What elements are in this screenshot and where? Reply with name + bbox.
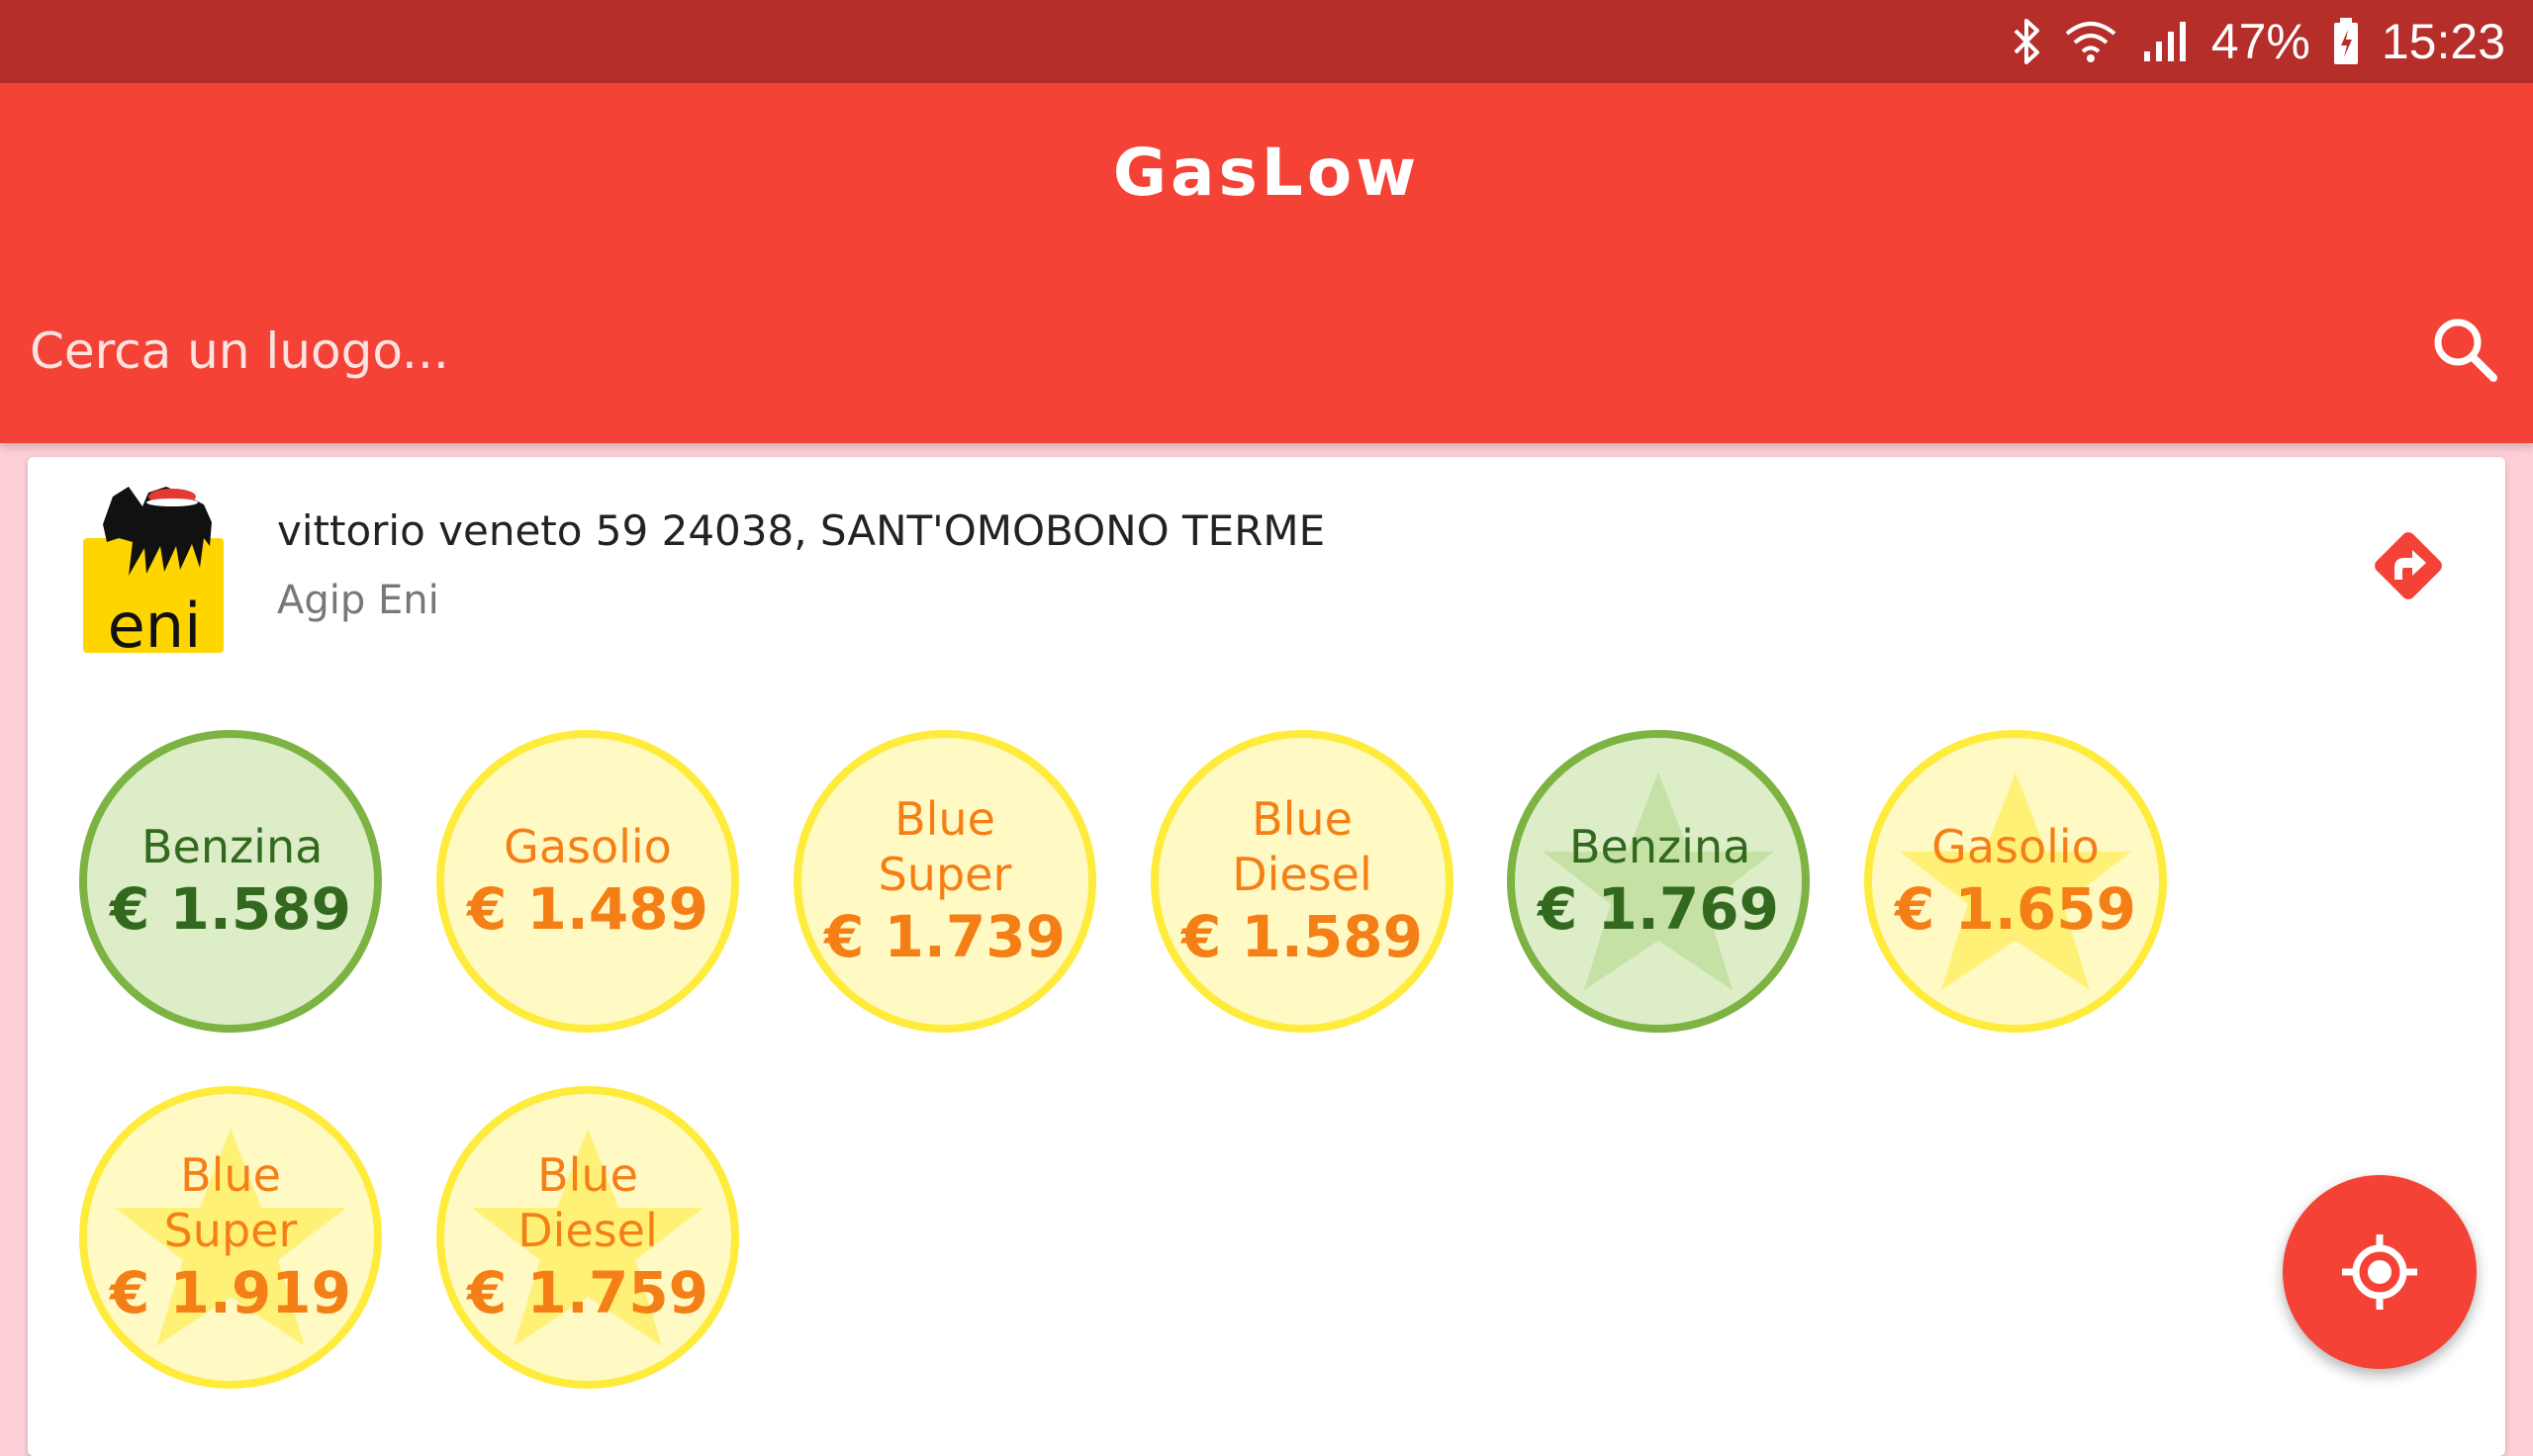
battery-icon <box>2333 18 2358 64</box>
price-badge[interactable]: Gasolio € 1.659 <box>1864 730 2167 1033</box>
search-input[interactable] <box>28 301 2377 402</box>
app-title: GasLow <box>1112 135 1421 211</box>
fuel-price: € 1.589 <box>1180 903 1423 970</box>
fuel-type: Benzina <box>141 820 324 873</box>
star-icon <box>472 1129 704 1346</box>
fuel-price: € 1.659 <box>1894 875 2136 943</box>
battery-percent: 47% <box>2210 14 2310 69</box>
clock: 15:23 <box>2381 14 2505 69</box>
app-bar: GasLow <box>0 83 2533 443</box>
star-icon <box>115 1129 346 1346</box>
signal-icon <box>2143 22 2186 61</box>
search-button[interactable] <box>2426 311 2505 390</box>
my-location-icon <box>2342 1234 2417 1310</box>
eni-logo: eni <box>83 487 224 655</box>
fuel-type: Blue Diesel <box>1232 792 1372 901</box>
fuel-price: € 1.489 <box>466 875 708 943</box>
star-icon <box>1900 773 2131 990</box>
status-bar: 47% 15:23 <box>0 0 2533 83</box>
fuel-price: € 1.919 <box>109 1259 351 1326</box>
fuel-price: € 1.769 <box>1537 875 1779 943</box>
status-icons: 47% 15:23 <box>2012 0 2505 83</box>
price-badge[interactable]: Blue Super € 1.919 <box>79 1086 382 1389</box>
price-badge[interactable]: Blue Super € 1.739 <box>794 730 1096 1033</box>
fuel-price: € 1.589 <box>109 875 351 943</box>
directions-icon <box>2375 532 2442 599</box>
fuel-type: Gasolio <box>1931 820 2100 873</box>
directions-button[interactable] <box>2369 526 2448 605</box>
fuel-price: € 1.759 <box>466 1259 708 1326</box>
fuel-type: Gasolio <box>504 820 672 873</box>
wifi-icon <box>2065 22 2116 62</box>
bluetooth-icon <box>2014 19 2039 64</box>
fuel-price: € 1.739 <box>823 903 1066 970</box>
price-badge[interactable]: Blue Diesel € 1.589 <box>1151 730 1454 1033</box>
price-badge[interactable]: Benzina € 1.589 <box>79 730 382 1033</box>
price-badge[interactable]: Blue Diesel € 1.759 <box>436 1086 739 1389</box>
fuel-type: Blue Diesel <box>517 1148 658 1257</box>
svg-text:eni: eni <box>108 590 202 655</box>
fuel-type: Blue Super <box>878 792 1012 901</box>
search-icon <box>2434 318 2497 382</box>
price-badge[interactable]: Gasolio € 1.489 <box>436 730 739 1033</box>
price-badge[interactable]: Benzina € 1.769 <box>1507 730 1810 1033</box>
star-icon <box>1543 773 1774 990</box>
fuel-type: Blue Super <box>163 1148 298 1257</box>
station-address: vittorio veneto 59 24038, SANT'OMOBONO T… <box>277 506 1326 555</box>
station-brand: Agip Eni <box>277 578 439 623</box>
station-card[interactable]: eni vittorio veneto 59 24038, SANT'OMOBO… <box>28 457 2505 1456</box>
my-location-button[interactable] <box>2283 1175 2477 1369</box>
fuel-type: Benzina <box>1569 820 1751 873</box>
